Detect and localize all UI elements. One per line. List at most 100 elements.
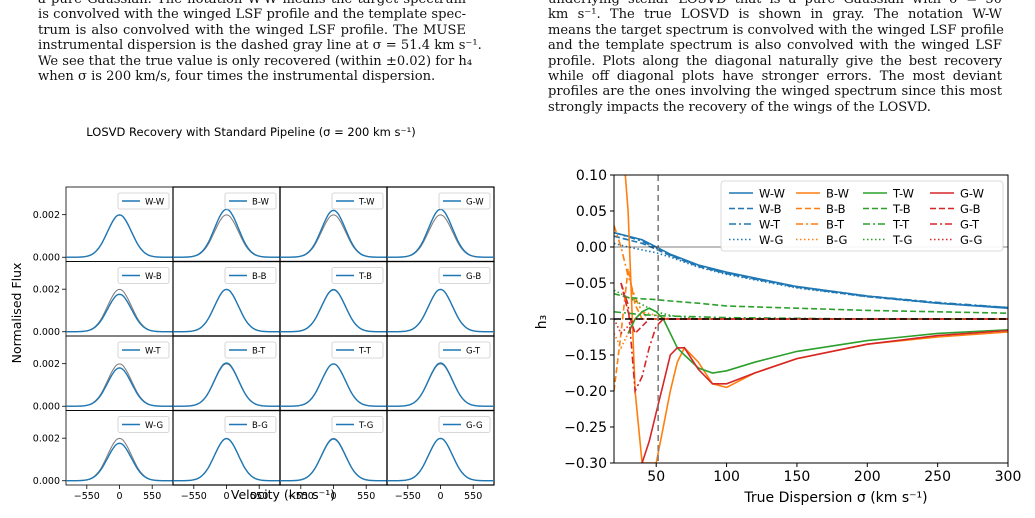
legend-label: W-B — [759, 202, 782, 216]
panel-legend-label: G-T — [466, 347, 481, 357]
legend-label: G-B — [960, 202, 981, 216]
panel-legend-box — [224, 416, 277, 433]
text-line: strongly impacts the recovery of the win… — [548, 99, 931, 115]
series-line-g-g — [614, 318, 1008, 335]
x-tick-label: 550 — [143, 491, 161, 502]
y-tick-label: 0.000 — [33, 476, 60, 487]
text-line: while off diagonal plots have stronger e… — [548, 69, 1002, 85]
x-tick-label: 200 — [854, 469, 881, 485]
grid-panel: B-W — [172, 186, 281, 263]
y-tick-label: 0.000 — [33, 402, 60, 413]
h3-legend-box — [720, 180, 1004, 252]
legend-label: T-W — [892, 187, 914, 201]
grid-panel: T-B — [279, 260, 388, 337]
series-line-w-t — [614, 231, 1008, 309]
profile-curve — [66, 214, 173, 258]
panel-legend-label: T-W — [358, 198, 375, 208]
legend-label: B-G — [826, 233, 847, 247]
y-tick-label: −0.30 — [564, 456, 607, 472]
profile-curve — [280, 288, 387, 333]
panel-legend-box — [224, 192, 277, 210]
x-tick-label: −550 — [181, 491, 207, 502]
panel-legend-box — [438, 416, 491, 433]
legend-label: B-T — [826, 218, 845, 232]
panel-legend-label: G-G — [466, 421, 483, 431]
series-line-t-b — [614, 293, 1008, 314]
profile-curve — [387, 288, 494, 333]
profile-curve — [173, 288, 280, 333]
x-tick-label: 0 — [223, 491, 229, 502]
profile-curve — [173, 214, 280, 258]
series-line-g-t — [620, 282, 1008, 394]
profile-curve — [66, 442, 173, 482]
profile-curve — [280, 437, 387, 482]
panel-legend-box — [117, 267, 170, 284]
series-line-b-g — [614, 310, 1008, 350]
panel-legend-label: W-B — [145, 272, 162, 282]
panel-legend-label: B-B — [252, 272, 267, 282]
text-line: a pure Gaussian. The notation W-W means … — [38, 0, 466, 7]
y-tick-label: −0.05 — [564, 276, 607, 292]
x-tick-label: 100 — [713, 469, 740, 485]
profile-curve — [280, 363, 387, 407]
grid-panel: W-G 0.000 0.002 −550 0 550 — [33, 410, 174, 502]
panel-legend-box — [224, 267, 277, 284]
panel-legend-box — [117, 341, 170, 359]
text-line: means the target spectrum is convolved w… — [548, 22, 1004, 38]
grid-panel: W-T 0.000 0.002 — [33, 335, 174, 413]
legend-label: T-G — [892, 233, 912, 247]
profile-curve — [280, 209, 387, 258]
panel-legend-label: G-W — [466, 198, 484, 208]
text-line: is convolved with the winged LSF profile… — [38, 7, 466, 23]
h3-plot-area — [614, 175, 1008, 463]
text-line: profile. Plots along the diagonal natura… — [548, 53, 1002, 69]
profile-curve — [173, 437, 280, 482]
h3-y-axis-label: h₃ — [534, 315, 550, 330]
series-line-g-w — [641, 329, 1008, 463]
grid-panel: G-W — [386, 186, 495, 263]
grid-panel: G-T — [386, 335, 495, 412]
profile-curve — [280, 363, 387, 407]
panel-legend-label: W-G — [145, 421, 163, 431]
legend-label: W-T — [759, 218, 781, 232]
panel-legend-label: G-B — [466, 272, 481, 282]
text-line: km s⁻¹. The true LOSVD is shown in gray.… — [548, 7, 1002, 23]
panel-legend-box — [438, 192, 491, 210]
panel-legend-box — [331, 341, 384, 359]
y-tick-label: 0.002 — [33, 359, 60, 370]
legend-label: W-G — [759, 233, 783, 247]
h3-svg: h₃ True Dispersion σ (km s⁻¹) 50 100 150 20… — [534, 168, 1021, 506]
profile-curve — [66, 367, 173, 407]
text-line: trum is also convolved with the winged L… — [38, 22, 466, 38]
grid-panel: T-W — [279, 186, 388, 263]
left-paragraph: a pure Gaussian. The notation W-W means … — [38, 0, 482, 84]
y-tick-label: −0.20 — [564, 384, 607, 400]
grid-panel: B-T — [172, 335, 281, 412]
x-tick-label: 550 — [250, 491, 268, 502]
x-tick-label: −550 — [288, 491, 314, 502]
text-line: profiles are the ones involving the wing… — [548, 84, 1002, 100]
profile-curve — [173, 363, 280, 407]
profile-curve — [387, 437, 494, 482]
profile-curve — [280, 438, 387, 482]
grid-panel: W-B 0.000 0.002 — [33, 261, 174, 338]
profile-curve — [387, 437, 494, 482]
grid-y-axis-label: Normalised Flux — [9, 263, 24, 364]
x-tick-label: −550 — [395, 491, 421, 502]
y-tick-label: 0.10 — [576, 168, 607, 184]
grid-panel: G-G −550 0 550 — [386, 409, 495, 502]
y-tick-label: 0.002 — [33, 210, 60, 221]
panel-legend-label: B-T — [252, 347, 266, 357]
profile-curve — [173, 288, 280, 333]
profile-curve — [387, 214, 494, 258]
panel-legend-box — [331, 267, 384, 284]
panel-legend-label: W-W — [145, 198, 165, 208]
panel-legend-box — [331, 192, 384, 210]
y-tick-label: 0.000 — [33, 253, 60, 264]
series-line-w-g — [614, 242, 1008, 309]
grid-panel: B-G −550 0 550 — [172, 409, 281, 502]
x-tick-label: 50 — [647, 469, 665, 485]
x-tick-label: 150 — [784, 469, 811, 485]
x-tick-label: −550 — [74, 491, 100, 502]
profile-curve — [387, 288, 494, 333]
